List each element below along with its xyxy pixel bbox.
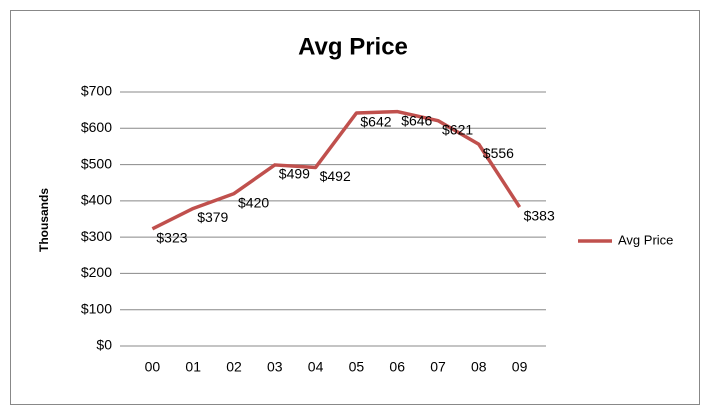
data-label: $383 [524, 208, 555, 224]
y-tick-label: $700 [81, 83, 112, 99]
data-label: $646 [401, 112, 432, 128]
data-label: $492 [320, 168, 351, 184]
data-label: $556 [483, 145, 514, 161]
data-label: $323 [156, 230, 187, 246]
chart-title: Avg Price [298, 33, 408, 60]
x-tick-label: 03 [267, 359, 283, 375]
legend-label: Avg Price [618, 232, 673, 247]
data-label: $642 [360, 114, 391, 130]
x-tick-label: 02 [226, 359, 242, 375]
chart-border [10, 10, 700, 405]
x-tick-label: 01 [185, 359, 201, 375]
x-tick-label: 05 [349, 359, 365, 375]
y-tick-label: $500 [81, 155, 112, 171]
y-tick-label: $300 [81, 228, 112, 244]
x-tick-label: 09 [512, 359, 528, 375]
x-tick-label: 07 [430, 359, 446, 375]
x-tick-label: 04 [308, 359, 324, 375]
y-tick-label: $200 [81, 264, 112, 280]
y-tick-label: $600 [81, 119, 112, 135]
data-label: $420 [238, 194, 269, 210]
x-tick-label: 08 [471, 359, 487, 375]
y-tick-label: $100 [81, 300, 112, 316]
x-tick-label: 06 [389, 359, 405, 375]
data-label: $499 [279, 166, 310, 182]
data-label: $379 [197, 209, 228, 225]
y-tick-label: $400 [81, 192, 112, 208]
x-tick-label: 00 [145, 359, 161, 375]
y-axis-label: Thousands [37, 188, 51, 252]
data-label: $621 [442, 121, 473, 137]
data-line [151, 109, 522, 231]
y-tick-label: $0 [96, 337, 112, 353]
